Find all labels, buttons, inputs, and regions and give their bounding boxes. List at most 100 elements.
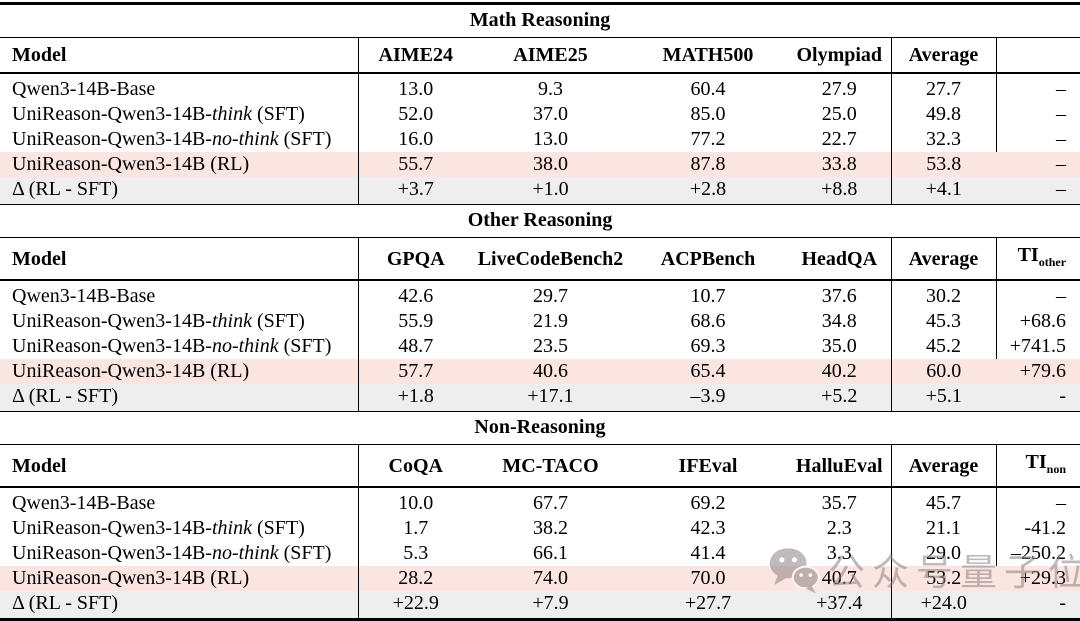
cell-value: 34.8 [821, 310, 857, 332]
cell-value: +5.1 [890, 384, 996, 412]
cell-value: 40.7 [788, 566, 891, 591]
cell-value: 30.2 [890, 280, 996, 309]
cell-value: 67.7 [533, 492, 568, 514]
cell-value: 69.3 [690, 335, 726, 357]
table-row: UniReason-Qwen3-14B-think (SFT) 55.9 21.9 6… [0, 309, 1080, 334]
model-name: Δ (RL - SFT) [0, 384, 358, 412]
cell-value: 60.4 [690, 78, 726, 100]
cell-value: 22.7 [821, 128, 857, 150]
table-row: UniReason-Qwen3-14B-no-think (SFT) 48.7 23… [0, 334, 1080, 359]
cell-value: - [996, 384, 1080, 412]
model-name: UniReason-Qwen3-14B-think (SFT) [12, 103, 305, 125]
cell-value: 27.9 [821, 78, 857, 100]
cell-value: 45.7 [890, 487, 996, 516]
cell-value: 10.7 [690, 285, 726, 307]
cell-value: – [995, 280, 1080, 309]
model-name: UniReason-Qwen3-14B (RL) [0, 152, 358, 177]
model-name: Qwen3-14B-Base [12, 285, 156, 307]
column-header: MC-TACO [473, 444, 628, 488]
column-header: AIME25 [473, 37, 628, 74]
cell-value: +741.5 [995, 334, 1080, 359]
cell-value: 70.0 [628, 566, 788, 591]
cell-value: 55.9 [357, 309, 473, 334]
cell-value: 33.8 [788, 152, 891, 177]
cell-value: 9.3 [538, 78, 563, 100]
cell-value: 55.7 [357, 152, 473, 177]
cell-value: 13.0 [357, 73, 473, 102]
cell-value: 53.8 [890, 152, 996, 177]
cell-value: 42.3 [690, 517, 726, 539]
table-non-reasoning: Non-Reasoning Model CoQA MC-TACO IFEval Hall… [0, 412, 1080, 621]
cell-value: –3.9 [628, 384, 788, 412]
cell-value: 38.0 [473, 152, 628, 177]
cell-value: 32.3 [890, 127, 996, 152]
cell-value: +1.0 [473, 177, 628, 205]
section-title-row: Other Reasoning [0, 205, 1080, 238]
column-header: Model [0, 444, 358, 488]
cell-value: 68.6 [690, 310, 726, 332]
table-row: UniReason-Qwen3-14B-no-think (SFT) 16.0 13… [0, 127, 1080, 152]
cell-value: +7.9 [473, 591, 628, 621]
cell-value: +37.4 [788, 591, 891, 621]
cell-value: -41.2 [995, 516, 1080, 541]
section-title-row: Math Reasoning [0, 2, 1080, 38]
cell-value: 40.2 [788, 359, 891, 384]
cell-value: 52.0 [357, 102, 473, 127]
model-name: UniReason-Qwen3-14B (RL) [0, 359, 358, 384]
cell-value: +68.6 [995, 309, 1080, 334]
cell-value: - [996, 591, 1080, 621]
cell-value: 38.2 [533, 517, 568, 539]
table-row: Δ (RL - SFT) +1.8 +17.1 –3.9 +5.2 +5.1- [0, 384, 1080, 412]
model-name: UniReason-Qwen3-14B-no-think (SFT) [12, 542, 332, 564]
cell-value: 74.0 [473, 566, 628, 591]
column-header: TIother [995, 237, 1080, 281]
column-header: Model [0, 237, 358, 281]
model-name: UniReason-Qwen3-14B-think (SFT) [12, 517, 305, 539]
cell-value: +2.8 [628, 177, 788, 205]
model-name: UniReason-Qwen3-14B-think (SFT) [12, 310, 305, 332]
column-header: HeadQA [788, 237, 891, 281]
cell-value: 5.3 [357, 541, 473, 566]
cell-value: 65.4 [628, 359, 788, 384]
table-row: Qwen3-14B-Base 10.0 67.7 69.2 35.7 45.7– [0, 487, 1080, 516]
cell-value: +3.7 [357, 177, 473, 205]
cell-value: 21.9 [533, 310, 568, 332]
column-header: Average [890, 237, 996, 281]
section-title: Other Reasoning [0, 205, 1080, 238]
table-row: Qwen3-14B-Base 42.6 29.7 10.7 37.6 30.2– [0, 280, 1080, 309]
cell-value: +8.8 [788, 177, 891, 205]
cell-value: –250.2 [995, 541, 1080, 566]
cell-value: 27.7 [890, 73, 996, 102]
model-name: UniReason-Qwen3-14B-no-think (SFT) [12, 335, 332, 357]
column-header: Model [0, 37, 358, 74]
cell-value: 1.7 [357, 516, 473, 541]
table-row: UniReason-Qwen3-14B (RL) 55.7 38.0 87.8 33.8… [0, 152, 1080, 177]
cell-value: +27.7 [628, 591, 788, 621]
cell-value: 60.0 [890, 359, 996, 384]
cell-value: 13.0 [533, 128, 568, 150]
column-header-row: Model AIME24 AIME25 MATH500 Olympiad Average [0, 37, 1080, 74]
cell-value: 41.4 [690, 542, 726, 564]
table-row: Δ (RL - SFT) +3.7 +1.0 +2.8 +8.8 +4.1– [0, 177, 1080, 205]
cell-value: 48.7 [357, 334, 473, 359]
cell-value: +5.2 [788, 384, 891, 412]
section-title-row: Non-Reasoning [0, 412, 1080, 445]
column-header: IFEval [628, 444, 788, 488]
column-header: ACPBench [628, 237, 788, 281]
column-header: AIME24 [357, 37, 473, 74]
column-header: CoQA [357, 444, 473, 488]
cell-value: 57.7 [357, 359, 473, 384]
cell-value: 2.3 [826, 517, 852, 539]
cell-value: 29.7 [533, 285, 568, 307]
cell-value: 66.1 [533, 542, 568, 564]
cell-value: 42.6 [357, 280, 473, 309]
cell-value: 21.1 [890, 516, 996, 541]
cell-value: 85.0 [690, 103, 726, 125]
cell-value: +29.3 [996, 566, 1080, 591]
table-row: UniReason-Qwen3-14B (RL) 57.7 40.6 65.4 40.2… [0, 359, 1080, 384]
cell-value: +17.1 [473, 384, 628, 412]
model-name: Δ (RL - SFT) [0, 591, 358, 621]
cell-value: – [995, 73, 1080, 102]
cell-value: 69.2 [690, 492, 726, 514]
cell-value: 37.6 [821, 285, 857, 307]
